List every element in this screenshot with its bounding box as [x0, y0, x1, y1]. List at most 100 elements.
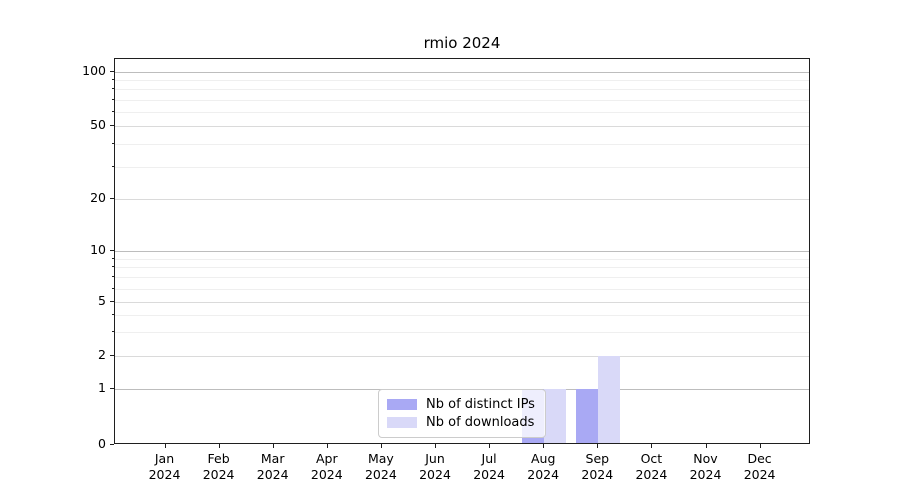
- gridline-minor: [115, 111, 809, 113]
- y-minor-tickmark: [112, 142, 114, 144]
- y-minor-tickmark: [112, 266, 114, 268]
- y-minor-tickmark: [112, 331, 114, 333]
- x-tick-label-line: Dec: [747, 451, 772, 466]
- x-tickmark: [543, 444, 545, 448]
- gridline-minor: [115, 166, 809, 168]
- x-tick-label-line: Oct: [640, 451, 663, 466]
- x-tick-label-line: Mar: [260, 451, 285, 466]
- x-tick-label: Mar 2024: [241, 451, 305, 483]
- x-tick-label-line: Jul: [481, 451, 497, 466]
- legend-swatch-distinct-ips: [387, 399, 417, 410]
- x-tick-label-line: 2024: [256, 467, 289, 482]
- y-minor-tickmark: [112, 276, 114, 278]
- legend-item-downloads: Nb of downloads: [387, 415, 545, 430]
- x-tick-label: Nov 2024: [674, 451, 738, 483]
- y-tickmark: [110, 198, 114, 199]
- x-tick-label-line: Nov: [693, 451, 718, 466]
- gridline-minor: [115, 315, 809, 317]
- x-tick-label: Oct 2024: [619, 451, 683, 483]
- x-tick-label-line: May: [367, 451, 394, 466]
- y-minor-tickmark: [112, 79, 114, 81]
- legend-label-downloads: Nb of downloads: [426, 415, 535, 430]
- x-tick-label-line: 2024: [743, 467, 776, 482]
- y-tickmark: [110, 444, 114, 445]
- x-tick-label-line: Jan: [154, 451, 175, 466]
- x-tick-label-line: Feb: [207, 451, 230, 466]
- x-tick-label-line: 2024: [473, 467, 505, 482]
- legend-item-distinct-ips: Nb of distinct IPs: [387, 397, 545, 412]
- gridline-minor: [115, 277, 809, 279]
- y-tickmark: [110, 71, 114, 72]
- y-tick-label: 5: [98, 293, 106, 308]
- x-tickmark: [326, 444, 328, 448]
- gridline-minor: [115, 332, 809, 334]
- x-tick-label: Sep 2024: [565, 451, 629, 483]
- x-tickmark: [705, 444, 707, 448]
- gridline-labeled: [115, 356, 809, 357]
- gridline-minor: [115, 89, 809, 91]
- x-tick-label-line: 2024: [527, 467, 560, 482]
- gridline-labeled: [115, 199, 809, 200]
- x-tick-label: May 2024: [349, 451, 413, 483]
- y-tickmark: [110, 301, 114, 302]
- x-tick-label: Jul 2024: [457, 451, 521, 483]
- x-tickmark: [489, 444, 491, 448]
- legend-label-distinct-ips: Nb of distinct IPs: [426, 397, 535, 412]
- x-tick-label-line: 2024: [202, 467, 235, 482]
- gridline-minor: [115, 267, 809, 269]
- x-tickmark: [272, 444, 274, 448]
- x-tick-label: Feb 2024: [187, 451, 251, 483]
- y-minor-tickmark: [112, 98, 114, 100]
- x-tick-label-line: Jun: [425, 451, 445, 466]
- gridline-minor: [115, 80, 809, 82]
- x-tick-label-line: Sep: [585, 451, 610, 466]
- y-minor-tickmark: [112, 287, 114, 289]
- y-tick-label: 2: [98, 347, 106, 362]
- x-tick-label-line: 2024: [148, 467, 181, 482]
- x-tick-label: Jun 2024: [403, 451, 467, 483]
- x-tick-label-line: Apr: [315, 451, 338, 466]
- y-tick-label: 50: [90, 117, 106, 132]
- x-tickmark: [597, 444, 599, 448]
- y-tick-label: 1: [98, 380, 106, 395]
- x-tick-label-line: 2024: [364, 467, 397, 482]
- y-tickmark: [110, 388, 114, 389]
- legend: Nb of distinct IPs Nb of downloads: [378, 389, 546, 438]
- y-minor-tickmark: [112, 314, 114, 316]
- y-minor-tickmark: [112, 88, 114, 90]
- y-tickmark: [110, 355, 114, 356]
- chart-title: rmio 2024: [423, 34, 501, 52]
- gridline-minor: [115, 288, 809, 290]
- bar-distinct-ips: [576, 389, 599, 443]
- y-tickmark: [110, 250, 114, 251]
- gridline-labeled: [115, 302, 809, 303]
- bar-downloads: [598, 356, 621, 443]
- legend-swatch-downloads: [387, 417, 417, 428]
- x-tick-label-line: 2024: [419, 467, 451, 482]
- gridline-labeled: [115, 126, 809, 127]
- x-tick-label-line: Aug: [530, 451, 556, 466]
- plot-area: Nb of distinct IPs Nb of downloads: [114, 58, 810, 444]
- x-tick-label-line: 2024: [310, 467, 343, 482]
- x-tickmark: [380, 444, 382, 448]
- x-tickmark: [759, 444, 761, 448]
- gridline-major: [115, 251, 809, 252]
- y-minor-tickmark: [112, 257, 114, 259]
- y-tick-label: 10: [90, 242, 106, 257]
- x-tickmark: [651, 444, 653, 448]
- x-tick-label-line: 2024: [689, 467, 722, 482]
- gridline-minor: [115, 99, 809, 101]
- gridline-minor: [115, 143, 809, 145]
- x-tick-label: Dec 2024: [728, 451, 792, 483]
- y-tick-label: 20: [90, 190, 106, 205]
- y-minor-tickmark: [112, 110, 114, 112]
- x-tick-label-line: 2024: [635, 467, 668, 482]
- y-minor-tickmark: [112, 165, 114, 167]
- x-tickmark: [435, 444, 436, 448]
- x-tick-label: Apr 2024: [295, 451, 359, 483]
- y-tick-label: 0: [98, 436, 106, 451]
- y-tickmark: [110, 125, 114, 126]
- x-tickmark: [218, 444, 220, 448]
- bar-downloads: [544, 389, 567, 443]
